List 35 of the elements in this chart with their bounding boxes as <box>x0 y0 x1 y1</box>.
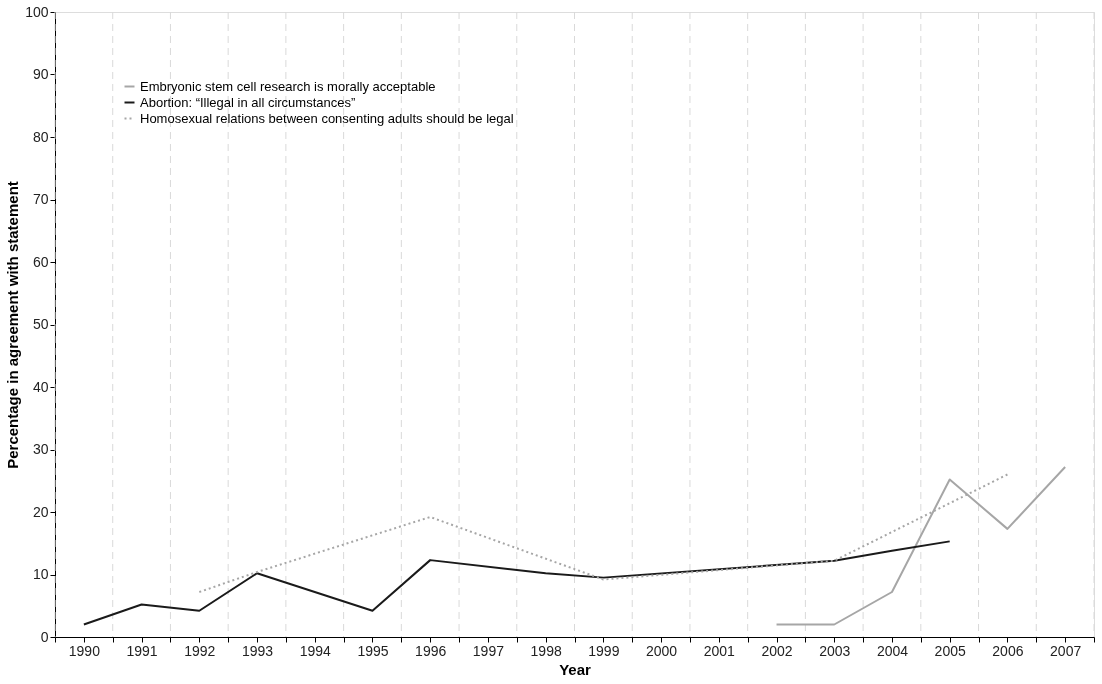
x-tick-label: 2001 <box>703 642 736 659</box>
x-tick-label: 2003 <box>819 642 851 659</box>
y-tick-label: 50 <box>32 316 49 332</box>
x-tick-label: 2005 <box>934 642 966 659</box>
legend-label: Abortion: “Illegal in all circumstances” <box>140 94 356 110</box>
x-tick-label: 2000 <box>646 642 678 659</box>
line-series <box>82 540 951 626</box>
y-tick-label: 40 <box>32 378 49 395</box>
x-tick-label: 1999 <box>588 642 620 659</box>
y-tick-label: 0 <box>40 628 49 645</box>
x-tick-label: 1991 <box>126 642 158 659</box>
x-tick-label: 2002 <box>761 642 793 659</box>
legend-label: Embryonic stem cell research is morally acceptable <box>140 78 436 94</box>
x-tick-label: 1990 <box>68 642 101 659</box>
x-tick-label: 2006 <box>992 642 1024 659</box>
x-tick-label: 1993 <box>241 642 274 659</box>
x-tick-label: 1994 <box>299 642 332 659</box>
y-tick-label: 70 <box>32 191 49 207</box>
legend-label: Homosexual relations between consenting adults should be legal <box>140 110 514 126</box>
x-tick-label: 1992 <box>184 642 216 659</box>
y-tick-label: 10 <box>32 566 49 582</box>
x-tick-label: 2007 <box>1050 642 1082 659</box>
x-tick-label: 1997 <box>472 642 505 659</box>
y-tick-label: 60 <box>32 253 49 270</box>
x-axis-title: Year <box>559 660 592 678</box>
y-tick-label: 30 <box>32 441 49 457</box>
y-tick-label: 100 <box>25 3 49 20</box>
x-tick-label: 1996 <box>415 642 447 659</box>
y-tick-label: 20 <box>32 503 49 520</box>
x-tick-label: 1995 <box>357 642 389 659</box>
y-tick-label: 80 <box>32 128 49 145</box>
x-tick-label: 2004 <box>876 642 909 659</box>
y-tick-label: 90 <box>32 66 49 82</box>
x-tick-label: 1998 <box>530 642 562 659</box>
y-axis-title: Percentage in agreement with statement <box>4 181 22 469</box>
